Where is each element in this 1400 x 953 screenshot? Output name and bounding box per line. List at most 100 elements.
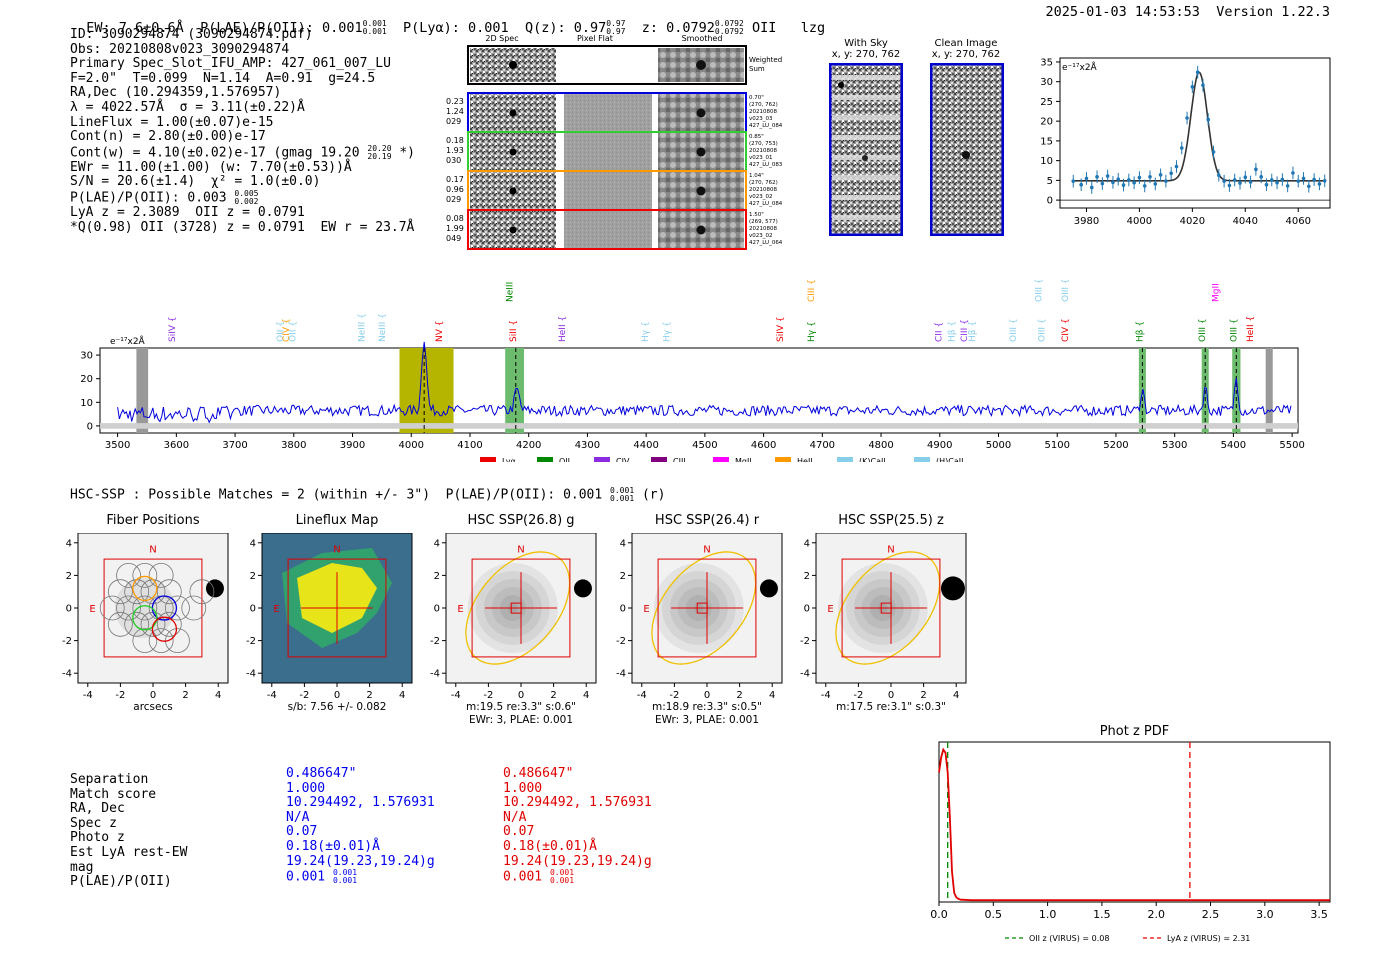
match-plae-range: 0.001 0.001 — [332, 868, 358, 886]
search-box — [657, 558, 757, 658]
info-primary: Primary Spec_Slot_IFU_AMP: 427_061_007_L… — [70, 56, 391, 72]
emission-line-label: OIII { — [1198, 318, 1208, 342]
match-value: 0.18(±0.01)Å — [503, 838, 597, 854]
zoom-point — [1137, 175, 1142, 180]
stamp-row-note: v023_02 — [749, 233, 773, 239]
timestamp-version: 2025-01-03 14:53:53 Version 1.22.3 — [1046, 4, 1331, 20]
cutout-image: N E -4 -4 -2 -2 0 0 2 2 4 4 m:19.5 re:3.3" s:0.6"EWr… — [430, 533, 597, 726]
contw-sup: 20.20 — [367, 143, 392, 153]
zoom-point — [1142, 184, 1147, 188]
legend-swatch — [480, 457, 496, 462]
cutout-caption-2: EWr: 3, PLAE: 0.001 — [469, 714, 573, 726]
info-contn: Cont(n) = 2.80(±0.00)e-17 — [70, 129, 266, 145]
info-id: ID: 3090294874 (3090294874.pdf) — [70, 27, 313, 42]
photz-xtick-label: 0.5 — [985, 908, 1003, 921]
emission-line-label: CIV { — [1061, 318, 1071, 342]
hsc-title-tail: (r) — [634, 487, 666, 503]
hsc-title-sub: 0.001 — [610, 494, 635, 503]
cutout-ytick-label: 2 — [620, 571, 626, 582]
zoom-point — [1217, 173, 1221, 178]
info-obs: Obs: 20210808v023_3090294874 — [70, 41, 290, 57]
full-ytick-label: 30 — [80, 351, 93, 362]
qz-sup: 0.97 — [606, 19, 626, 28]
east-label: E — [827, 604, 833, 615]
zoom-unit: e⁻¹⁷x2Å — [1062, 61, 1098, 73]
emission-line-label: Hγ { — [641, 321, 651, 342]
zoom-point — [1169, 171, 1173, 176]
weighted-label-2: Sum — [749, 65, 765, 73]
zoom-xtick-label: 3980 — [1074, 216, 1099, 227]
emission-line-label: OIII { — [1009, 318, 1019, 342]
cutout-caption: s/b: 7.56 +/- 0.082 — [288, 701, 387, 713]
full-xtick-label: 4400 — [633, 440, 658, 451]
cutout-xtick-label: 0 — [150, 690, 156, 701]
photz-xtick-label: 2.5 — [1202, 908, 1220, 921]
photz-legend-label: LyA z (VIRUS) = 2.31 — [1167, 934, 1250, 943]
match-value: 0.07 — [286, 824, 318, 840]
emission-line-label: MgII { — [1212, 280, 1222, 302]
stamp-smooth-blob — [696, 147, 706, 157]
stamp-row-note: (269, 577) — [749, 219, 778, 225]
zoom-point — [1158, 173, 1163, 177]
photz-xtick-label: 1.0 — [1039, 908, 1057, 921]
stamp-row-value: 029 — [446, 195, 461, 204]
qz-sub: 0.97 — [606, 27, 626, 36]
match-label: Photo z — [70, 830, 125, 846]
stamp-blob — [509, 109, 517, 117]
cutout-ytick-label: -2 — [800, 636, 810, 647]
cutout-xtick-label: -2 — [115, 690, 125, 701]
fiber-green — [132, 605, 158, 631]
emission-line-label: Hγ { — [663, 321, 673, 342]
full-xtick-label: 4900 — [927, 440, 952, 451]
zoom-point — [1121, 183, 1126, 187]
cutout-ytick-label: 4 — [66, 538, 72, 549]
fiber-circle — [124, 611, 150, 637]
stamp-row-value: 030 — [446, 156, 461, 165]
fiber-circle — [148, 562, 174, 588]
cutout-xtick-label: 2 — [736, 690, 742, 701]
cutout-image: N E -4 -4 -2 -2 0 0 2 2 4 4 m:17.5 re:3.1" s:0.3" — [800, 533, 967, 713]
neighbor-star — [573, 579, 592, 598]
z-value: z: 0.0792 — [641, 20, 715, 36]
cutout-xtick-label: -2 — [483, 690, 493, 701]
aperture-ellipse — [651, 551, 757, 665]
col-2d-label: 2D Spec — [485, 34, 518, 43]
legend-swatch — [651, 457, 667, 462]
full-xtick-label: 3900 — [340, 440, 365, 451]
cutout-xtick-label: 0 — [888, 690, 894, 701]
cutout-xtick-label: 4 — [215, 690, 221, 701]
clean-xy: x, y: 270, 762 — [931, 49, 1001, 60]
cutout-ytick-label: 2 — [66, 571, 72, 582]
cutout-xtick-label: -2 — [299, 690, 309, 701]
north-label: N — [333, 545, 340, 556]
plae-sub: 0.001 — [362, 27, 387, 36]
fiber-orange — [132, 575, 158, 602]
cutout-ytick-label: 4 — [804, 538, 810, 549]
stamp-row-value: 0.17 — [446, 175, 464, 184]
zoom-point — [1206, 117, 1211, 122]
photz-frame — [938, 741, 1331, 903]
emission-line-label: SiIV { — [776, 316, 786, 342]
cutout-xtick-label: 0 — [704, 690, 710, 701]
east-label: E — [273, 604, 279, 615]
weighted-blob — [509, 61, 517, 69]
withsky-image — [829, 63, 903, 236]
legend-label: CIII — [673, 457, 686, 462]
stamp-row-note: 0.85" — [749, 134, 764, 140]
north-label: N — [149, 545, 156, 556]
cutout-title: HSC SSP(25.5) z — [838, 513, 944, 528]
emission-line-label: Hβ { — [1135, 321, 1145, 342]
legend-label: MgII — [735, 457, 752, 462]
emission-line-label: NeIII { — [505, 280, 515, 302]
col-smooth-label: Smoothed — [682, 34, 723, 43]
match-value: 19.24(19.23,19.24)g — [503, 853, 652, 869]
info-radec: RA,Dec (10.294359,1.576957) — [70, 85, 282, 101]
info-plae: P(LAE)/P(OII): 0.003 — [70, 190, 227, 206]
match-value: 0.001 0.001 0.001 — [503, 868, 575, 886]
photz-curve — [938, 747, 1330, 902]
plya-value: P(Lyα): 0.001 — [403, 20, 509, 36]
north-label: N — [517, 545, 524, 556]
galaxy-glow — [114, 578, 175, 638]
emission-line-label: OII { — [289, 321, 299, 342]
fiber-circle — [156, 611, 182, 637]
